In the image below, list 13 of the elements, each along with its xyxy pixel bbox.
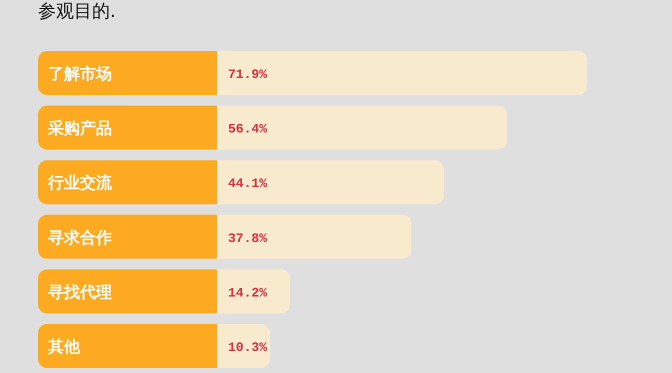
data-label: 44.1%	[228, 176, 268, 192]
y-tick-label: 寻找代理	[47, 282, 112, 302]
data-label: 71.9%	[228, 67, 268, 82]
y-tick-label: 其他	[47, 337, 81, 356]
y-tick-label: 采购产品	[47, 118, 112, 138]
data-label: 37.8%	[228, 230, 268, 246]
y-tick-label: 寻求合作	[47, 228, 112, 247]
data-label: 56.4%	[228, 122, 268, 137]
chart-title: 参观目的.	[38, 1, 116, 22]
data-label: 10.3%	[228, 340, 268, 355]
data-label: 14.2%	[228, 285, 268, 300]
y-tick-label: 了解市场	[48, 64, 112, 83]
y-tick-label: 行业交流	[47, 173, 113, 192]
